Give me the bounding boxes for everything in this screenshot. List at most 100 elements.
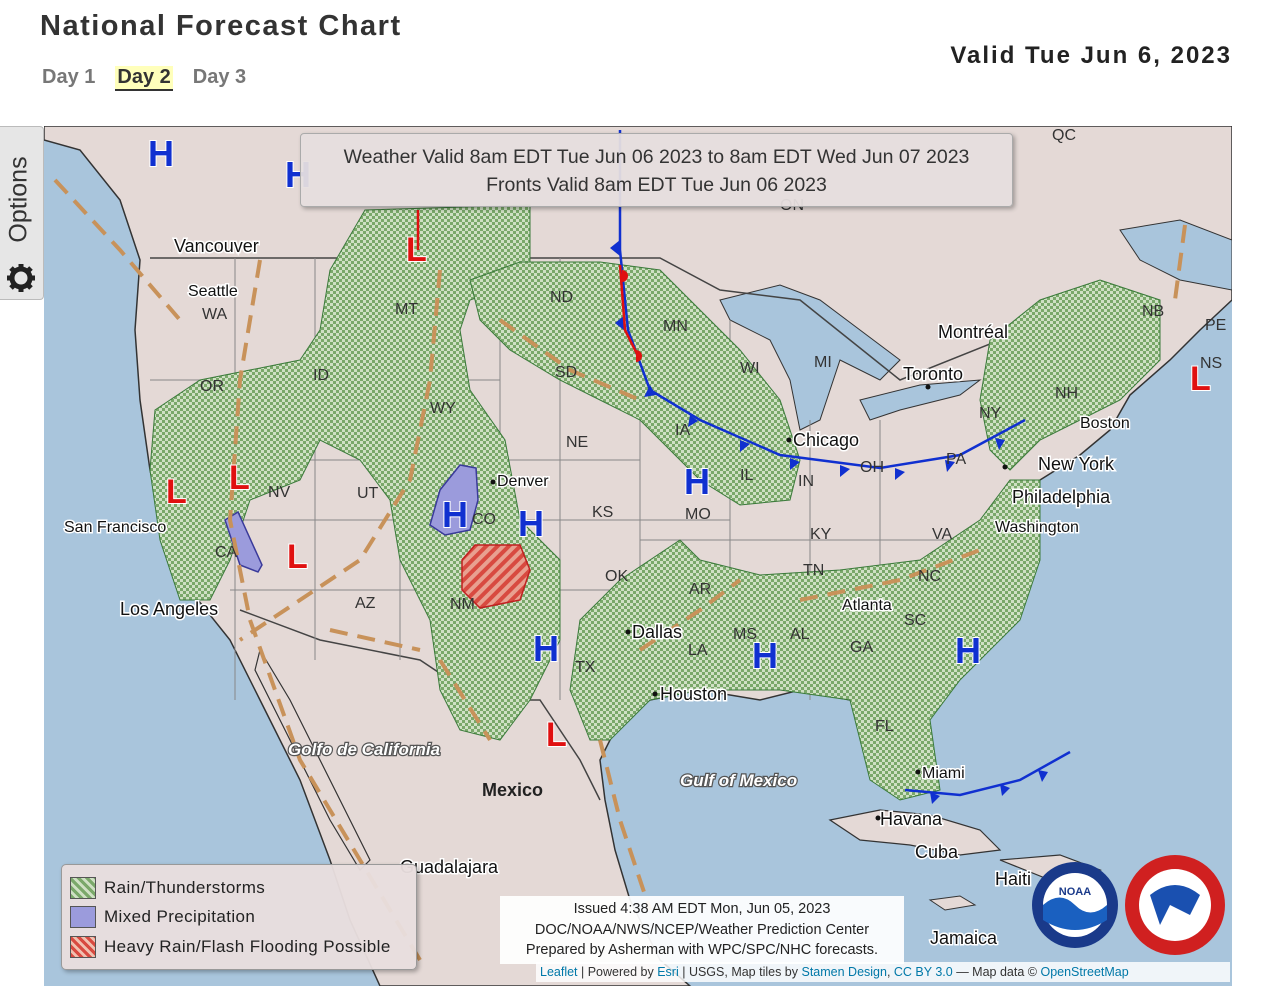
legend-item-mixed: Mixed Precipitation (70, 905, 255, 929)
ccby-link[interactable]: CC BY 3.0 (893, 965, 953, 979)
state-label-ut: UT (357, 485, 379, 502)
state-label-tx: TX (575, 659, 596, 676)
city-label-miami: Miami (922, 765, 965, 782)
legend-label-mixed: Mixed Precipitation (104, 907, 256, 926)
svg-text:NOAA: NOAA (1059, 886, 1091, 898)
city-label-boston: Boston (1080, 415, 1130, 432)
legend-label-rain: Rain/Thunderstorms (104, 878, 266, 897)
valid-time-box: Weather Valid 8am EDT Tue Jun 06 2023 to… (300, 133, 1013, 207)
city-label-cuba: Cuba (915, 842, 959, 862)
state-label-ny: NY (979, 405, 1002, 422)
low-pressure-6: L (1190, 360, 1211, 398)
tab-day-1[interactable]: Day 1 (42, 66, 96, 88)
state-label-mi: MI (814, 354, 832, 371)
state-label-ca: CA (215, 544, 238, 561)
mixed-precip-sierra (224, 510, 263, 573)
state-label-ga: GA (850, 639, 873, 656)
cold-front-florida (904, 750, 1071, 797)
city-label-montreal: Montréal (938, 322, 1008, 342)
state-label-wa: WA (202, 306, 228, 323)
rain-area-west (149, 204, 561, 741)
state-label-nc: NC (918, 568, 941, 585)
city-label-jamaica: Jamaica (930, 928, 998, 948)
state-label-fl: FL (875, 718, 894, 735)
map-canvas: WA OR ID MT WY NV CA UT AZ CO NM ND SD N… (44, 126, 1232, 986)
city-label-dallas: Dallas (632, 622, 682, 642)
country-label-mexico: Mexico (482, 780, 543, 800)
state-label-ms: MS (733, 626, 757, 643)
jamaica-island (928, 895, 977, 911)
state-label-nm: NM (450, 596, 475, 613)
state-label-oh: OH (860, 459, 884, 476)
high-pressure-4: H (518, 503, 544, 544)
options-tab[interactable]: Options (0, 126, 44, 300)
state-label-nv: NV (268, 484, 291, 501)
tab-day-3[interactable]: Day 3 (192, 66, 247, 88)
high-pressure-7: H (752, 635, 778, 676)
tab-day-2[interactable]: Day 2 (115, 66, 173, 91)
forecast-map[interactable]: WA OR ID MT WY NV CA UT AZ CO NM ND SD N… (44, 126, 1232, 986)
state-label-ks: KS (592, 504, 613, 521)
legend-swatch-mixed (70, 906, 96, 928)
attribution-text-1: | Powered by (577, 965, 658, 979)
city-label-toronto: Toronto (903, 364, 963, 384)
fronts-valid-line: Fronts Valid 8am EDT Tue Jun 06 2023 (486, 174, 827, 196)
state-labels: WA OR ID MT WY NV CA UT AZ CO NM ND SD N… (200, 127, 1226, 735)
city-label-denver: Denver (497, 473, 549, 490)
state-label-mt: MT (395, 301, 418, 318)
state-label-nb: NB (1142, 303, 1164, 320)
legend-item-rain: Rain/Thunderstorms (70, 876, 265, 900)
rain-area-northeast (979, 279, 1161, 471)
city-label-atlanta: Atlanta (842, 597, 892, 614)
state-label-pe: PE (1205, 317, 1226, 334)
state-label-ok: OK (605, 568, 628, 585)
state-label-pa: PA (946, 451, 966, 468)
day-tabs: Day 1 Day 2 Day 3 (40, 66, 248, 91)
city-label-washington: Washington (995, 519, 1079, 536)
city-label-vancouver: Vancouver (174, 236, 259, 256)
city-label-new-york: New York (1038, 454, 1115, 474)
page-title: National Forecast Chart (40, 10, 402, 42)
legend: Rain/Thunderstorms Mixed Precipitation H… (61, 864, 417, 970)
lake-erie-ontario (859, 379, 982, 421)
low-pressure-5: L (546, 716, 567, 754)
state-label-nh: NH (1055, 385, 1078, 402)
state-label-ne: NE (566, 434, 588, 451)
trough-lines (53, 178, 1187, 962)
cuba-island (828, 809, 1002, 856)
gear-icon (7, 264, 35, 292)
leaflet-link[interactable]: Leaflet (540, 965, 578, 979)
florida-front-pips (930, 770, 1048, 804)
state-label-tn: TN (803, 562, 824, 579)
legend-swatch-rain (70, 877, 96, 899)
state-label-sd: SD (555, 364, 577, 381)
low-pressure-3: L (229, 459, 250, 497)
state-label-ky: KY (810, 526, 832, 543)
legend-swatch-heavy (70, 936, 96, 958)
state-label-ns: NS (1200, 355, 1222, 372)
state-label-co: CO (472, 511, 496, 528)
stamen-link[interactable]: Stamen Design (801, 965, 887, 979)
state-label-nd: ND (550, 289, 573, 306)
city-label-chicago: Chicago (793, 430, 859, 450)
map-attribution: Leaflet | Powered by Esri | USGS, Map ti… (536, 962, 1230, 982)
low-pressure-4: L (287, 538, 308, 576)
city-label-philadelphia: Philadelphia (1012, 487, 1111, 507)
state-label-id: ID (313, 367, 329, 384)
rain-area-south (569, 479, 1041, 801)
esri-link[interactable]: Esri (657, 965, 679, 979)
state-label-wy: WY (430, 400, 456, 417)
city-label-guadalajara: Guadalajara (400, 857, 499, 877)
osm-link[interactable]: OpenStreetMap (1040, 965, 1129, 979)
state-label-ar: AR (689, 581, 711, 598)
warm-front-segment (618, 264, 642, 361)
state-label-ia: IA (675, 422, 690, 439)
noaa-logo: NOAA (1032, 862, 1118, 948)
prepared-line: Prepared by Asherman with WPC/SPC/NHC fo… (525, 942, 879, 958)
low-pressure-2: L (166, 473, 187, 511)
state-label-wi: WI (740, 360, 760, 377)
mixed-precip-colorado (429, 464, 479, 536)
low-pressure-1: L (406, 231, 427, 269)
state-label-va: VA (932, 526, 952, 543)
high-pressure-5: H (684, 461, 710, 502)
